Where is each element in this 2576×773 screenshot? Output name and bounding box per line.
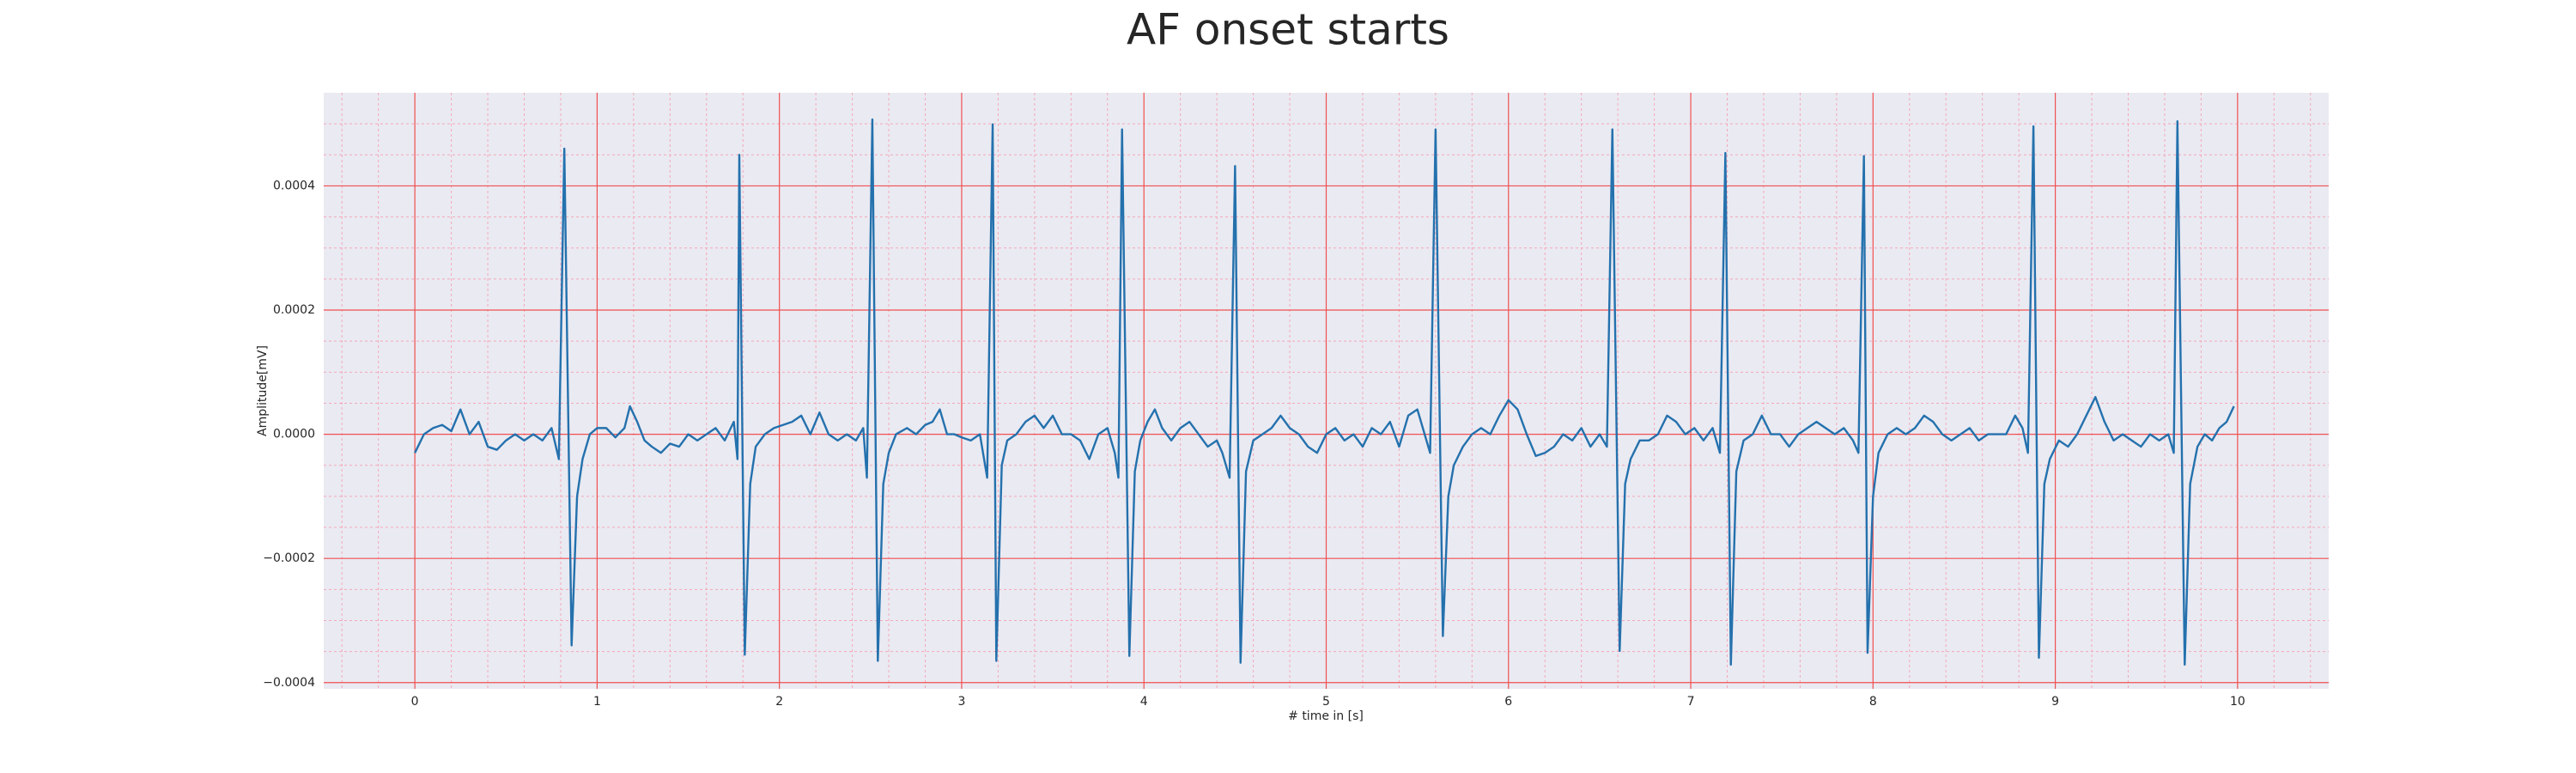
x-tick-label: 10 <box>2230 695 2245 709</box>
x-tick-label: 0 <box>411 695 419 709</box>
y-tick-label: 0.0002 <box>273 303 315 317</box>
x-tick-label: 3 <box>957 695 965 709</box>
x-tick-label: 8 <box>1869 695 1877 709</box>
x-tick-label: 9 <box>2051 695 2059 709</box>
x-tick-label: 5 <box>1322 695 1330 709</box>
y-tick-label: −0.0002 <box>263 551 315 565</box>
series-line <box>414 118 2235 666</box>
x-tick-label: 7 <box>1687 695 1695 709</box>
x-tick-label: 2 <box>775 695 783 709</box>
chart-title: AF onset starts <box>1127 5 1449 55</box>
y-tick-label: 0.0004 <box>273 179 315 192</box>
x-axis-label: # time in [s] <box>1288 709 1364 723</box>
x-tick-label: 1 <box>593 695 601 709</box>
y-tick-label: −0.0004 <box>263 676 315 690</box>
y-tick-label: 0.0000 <box>273 428 315 441</box>
x-tick-label: 6 <box>1504 695 1512 709</box>
x-tick-label: 4 <box>1140 695 1148 709</box>
y-axis-label: Amplitude[mV] <box>256 345 270 436</box>
